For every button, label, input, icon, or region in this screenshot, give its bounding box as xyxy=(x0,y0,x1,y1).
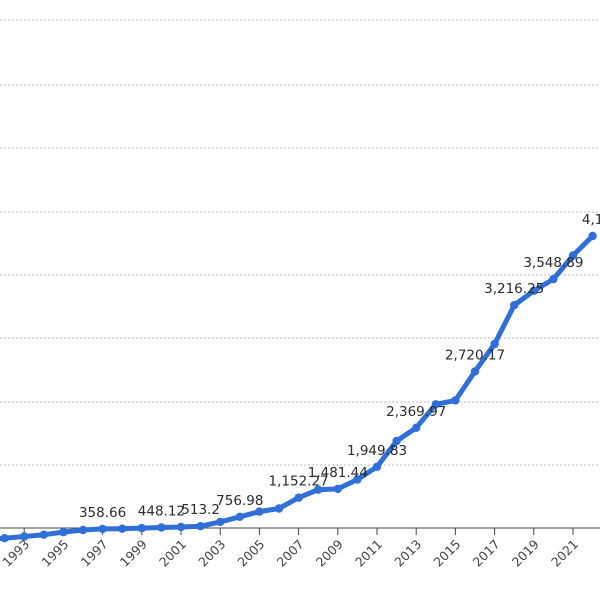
data-point[interactable] xyxy=(274,504,284,513)
data-point[interactable] xyxy=(333,484,342,494)
data-point[interactable] xyxy=(20,532,29,541)
data-point[interactable] xyxy=(412,423,421,432)
data-point[interactable] xyxy=(294,493,303,502)
data-point[interactable] xyxy=(59,527,68,537)
data-label: 3,548.89 xyxy=(523,255,583,271)
data-point[interactable] xyxy=(157,523,166,532)
data-label: 1,481.44 xyxy=(308,465,368,481)
x-tick-label: 2013 xyxy=(391,537,424,570)
data-point[interactable] xyxy=(0,534,9,543)
x-tick-label: 2009 xyxy=(313,536,346,569)
data-point[interactable] xyxy=(39,530,48,539)
data-point[interactable] xyxy=(98,524,107,534)
data-point[interactable] xyxy=(255,507,264,516)
data-point[interactable] xyxy=(392,436,401,446)
x-tick-label: 2011 xyxy=(352,537,385,570)
data-point[interactable] xyxy=(510,301,519,310)
data-point[interactable] xyxy=(529,286,538,295)
data-point[interactable] xyxy=(490,339,499,349)
data-point[interactable] xyxy=(176,522,186,532)
data-label: 1,152.27 xyxy=(269,474,329,490)
x-tick-label: 2007 xyxy=(274,537,307,570)
data-label: 2,720.17 xyxy=(445,347,505,363)
x-tick-label: 2003 xyxy=(195,537,228,570)
data-point[interactable] xyxy=(137,523,146,533)
x-tick-label: 2017 xyxy=(470,537,503,570)
data-point[interactable] xyxy=(372,462,382,471)
x-tick-label: 2021 xyxy=(548,537,581,570)
data-point[interactable] xyxy=(118,524,127,533)
data-point[interactable] xyxy=(549,274,558,284)
data-point[interactable] xyxy=(196,522,205,531)
data-point[interactable] xyxy=(353,475,362,484)
x-tick-label: 2019 xyxy=(509,536,542,569)
data-point[interactable] xyxy=(568,251,578,260)
x-tick-label: 1995 xyxy=(38,537,71,570)
data-label: 358.66 xyxy=(79,505,126,521)
data-point[interactable] xyxy=(314,485,323,494)
x-tick-label: 1999 xyxy=(117,536,150,569)
data-point[interactable] xyxy=(451,396,460,405)
series-revenue xyxy=(0,231,597,543)
x-tick-label: 2001 xyxy=(156,537,189,570)
data-point[interactable] xyxy=(431,400,440,409)
data-label: 3,216.25 xyxy=(484,281,544,297)
data-label: 513.2 xyxy=(181,502,220,518)
x-tick-label: 2015 xyxy=(430,537,463,570)
data-label: 448.12 xyxy=(138,504,185,520)
data-point[interactable] xyxy=(470,367,480,376)
data-point[interactable] xyxy=(78,525,88,535)
x-axis: 1993 1995 1997 1999 2001 2003 2005 2007 2009 2011… xyxy=(0,527,600,570)
data-point[interactable] xyxy=(588,231,597,241)
x-tick-label: 2005 xyxy=(234,537,267,570)
data-label: 756.98 xyxy=(216,493,263,509)
data-label: 4,1 xyxy=(582,212,600,228)
data-label: 1,949.83 xyxy=(347,443,407,459)
data-label: 2,369.97 xyxy=(386,404,446,420)
data-point[interactable] xyxy=(235,512,244,521)
data-point[interactable] xyxy=(216,517,225,527)
gridlines xyxy=(0,19,600,466)
x-tick-label: 1997 xyxy=(78,537,111,570)
